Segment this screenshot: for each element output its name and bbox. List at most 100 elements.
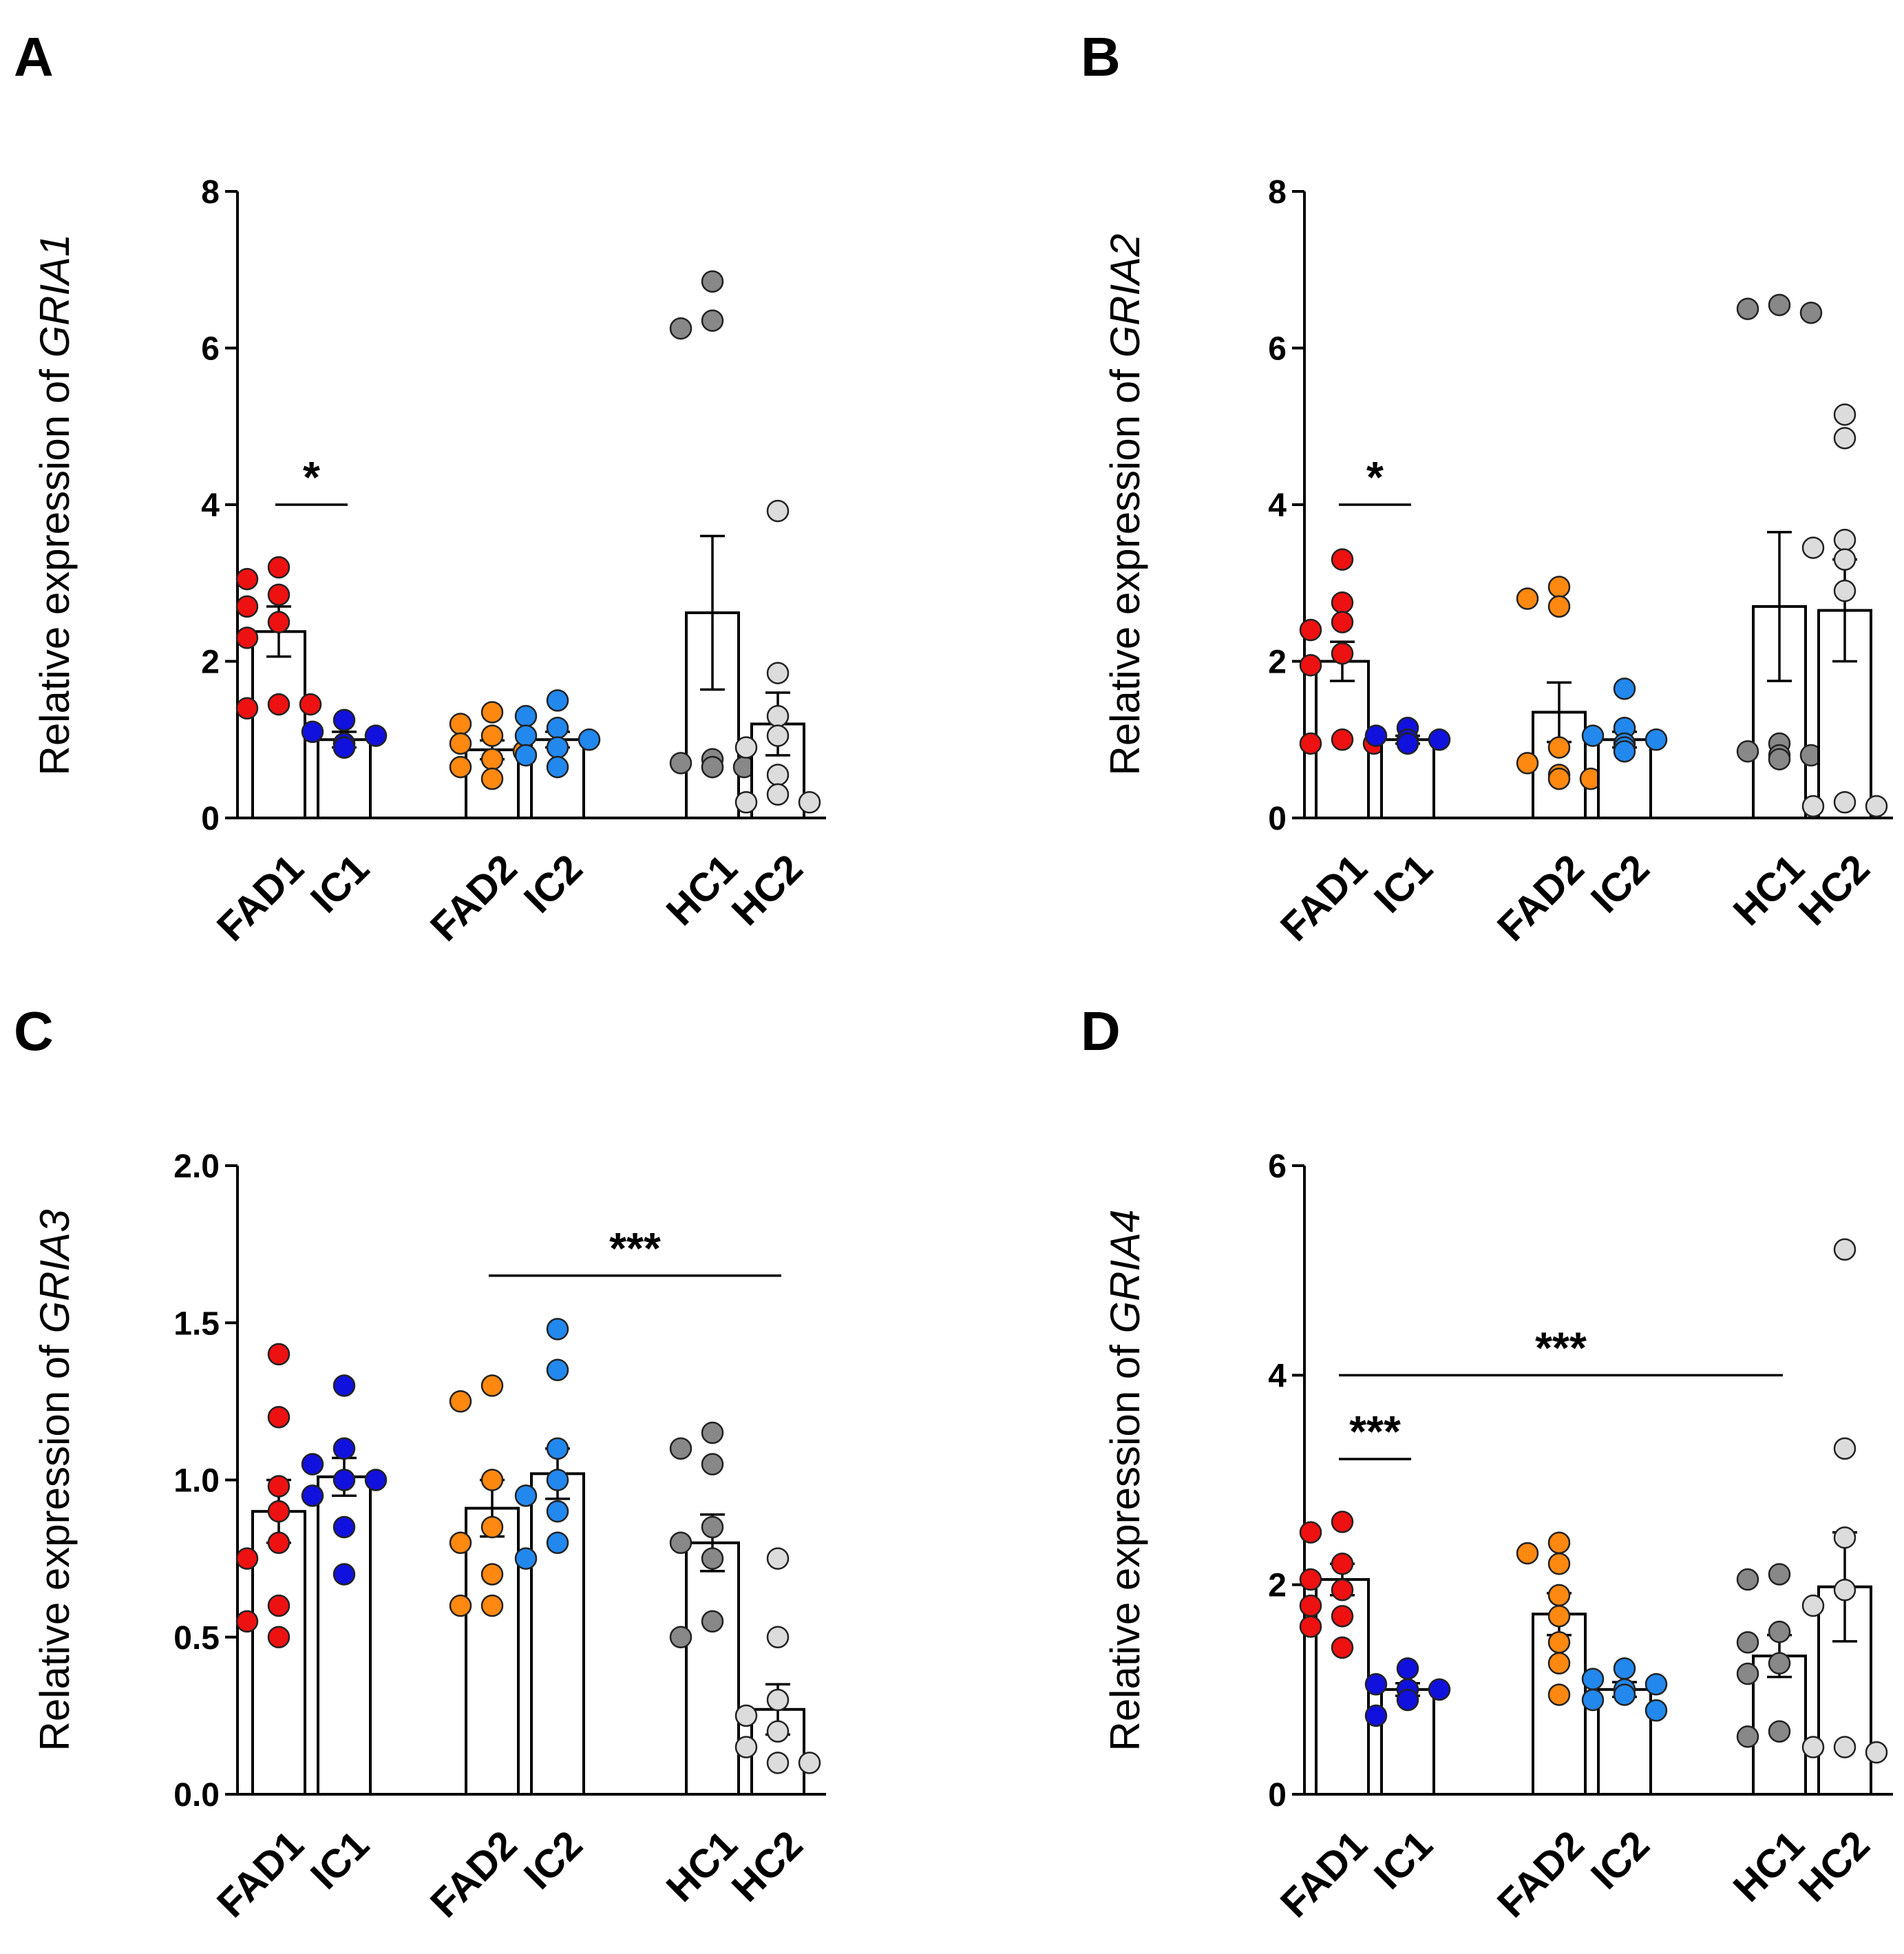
data-point-hc2 (766, 1547, 790, 1570)
data-point-hc1 (701, 755, 724, 779)
data-point-ic2 (546, 1469, 569, 1491)
data-point-ic2 (546, 689, 569, 712)
data-point-fad2 (480, 701, 504, 724)
data-point-ic2 (546, 1500, 569, 1523)
y-tick-label: 6 (1268, 331, 1287, 368)
data-point-ic1 (1396, 1688, 1419, 1712)
significance-label: *** (1349, 1407, 1401, 1456)
data-point-hc2 (798, 1752, 821, 1774)
data-point-fad1 (1331, 728, 1354, 751)
data-point-fad2 (449, 1594, 472, 1617)
data-point-hc1 (1736, 1725, 1759, 1748)
data-point-hc2 (766, 499, 790, 523)
data-point-hc2 (734, 1704, 758, 1727)
data-point-fad1 (267, 1475, 290, 1498)
data-point-fad1 (1299, 1521, 1322, 1544)
data-point-hc1 (1736, 740, 1759, 763)
data-point-hc2 (766, 764, 790, 786)
data-point-hc2 (1833, 1579, 1857, 1601)
y-tick-label: 1.5 (173, 1305, 220, 1342)
data-point-fad2 (1516, 587, 1539, 610)
data-point-ic2 (1644, 1672, 1668, 1696)
data-point-fad1 (1331, 1511, 1354, 1533)
data-point-ic2 (546, 736, 569, 759)
y-tick-label: 4 (201, 487, 220, 524)
data-point-hc2 (766, 704, 790, 728)
y-tick-label: 6 (201, 331, 220, 368)
data-point-hc2 (766, 783, 790, 806)
panel-letter: A (14, 26, 54, 87)
data-point-fad1 (299, 693, 322, 716)
data-point-ic2 (1644, 1699, 1668, 1722)
y-tick-label: 0.5 (173, 1620, 220, 1657)
data-point-hc2 (1833, 528, 1857, 551)
data-point-hc2 (734, 791, 758, 814)
data-point-fad2 (1547, 1552, 1571, 1575)
data-point-ic1 (1396, 1657, 1419, 1680)
y-axis-title-prefix: Relative expression of (32, 1334, 78, 1752)
data-point-fad2 (1547, 595, 1571, 618)
data-point-hc2 (766, 662, 790, 684)
data-point-fad2 (1516, 1542, 1539, 1565)
data-point-ic1 (1428, 728, 1451, 751)
data-point-hc2 (766, 1688, 790, 1712)
data-point-ic1 (1364, 1672, 1388, 1696)
data-point-hc1 (669, 1626, 692, 1648)
y-tick-label: 4 (1268, 1358, 1287, 1394)
data-point-fad2 (1547, 736, 1571, 759)
data-point-hc2 (1833, 427, 1857, 450)
data-point-hc1 (669, 752, 692, 775)
data-point-ic2 (546, 1358, 569, 1381)
data-point-ic2 (546, 1531, 569, 1555)
data-point-fad2 (480, 1563, 504, 1586)
y-tick-label: 0 (201, 801, 220, 837)
data-point-hc1 (669, 1437, 692, 1460)
data-point-fad1 (1299, 618, 1322, 642)
data-point-hc2 (1833, 548, 1857, 571)
data-point-hc1 (701, 309, 724, 332)
data-point-ic2 (578, 728, 601, 751)
data-point-hc2 (1833, 1736, 1857, 1758)
data-point-ic2 (1613, 740, 1636, 763)
y-tick-label: 1.0 (173, 1463, 220, 1500)
data-point-hc2 (1801, 536, 1825, 559)
bar-hc2 (1817, 609, 1872, 819)
significance-label: * (303, 452, 320, 502)
data-point-hc1 (1736, 1631, 1759, 1654)
data-point-fad1 (1331, 591, 1354, 614)
data-point-hc1 (1768, 1620, 1791, 1643)
data-point-fad2 (449, 732, 472, 755)
data-point-ic2 (546, 716, 569, 739)
data-point-fad1 (1331, 548, 1354, 571)
data-point-fad2 (480, 1515, 504, 1539)
data-point-hc2 (1833, 579, 1857, 602)
data-point-fad2 (480, 748, 504, 770)
data-point-ic2 (546, 1437, 569, 1460)
data-point-ic1 (332, 1374, 356, 1397)
data-point-ic1 (1364, 724, 1388, 747)
data-point-hc2 (1801, 1594, 1825, 1617)
data-point-ic2 (514, 1484, 538, 1507)
y-axis-title-prefix: Relative expression of (1102, 358, 1148, 776)
y-axis-title-prefix: Relative expression of (1102, 1334, 1148, 1752)
data-point-hc1 (669, 317, 692, 340)
data-point-fad2 (1547, 1652, 1571, 1675)
data-point-fad1 (235, 567, 259, 591)
y-axis-title-gene: GRIA1 (32, 233, 78, 357)
y-axis-title: Relative expression of GRIA2 (1102, 233, 1148, 775)
y-tick-label: 0 (1268, 1777, 1287, 1814)
y-axis-title-prefix: Relative expression of (32, 358, 78, 776)
y-tick-label: 0.0 (173, 1777, 220, 1814)
data-point-hc2 (1801, 1736, 1825, 1758)
data-point-ic2 (1581, 1668, 1605, 1690)
data-point-ic2 (514, 704, 538, 728)
data-point-ic1 (1428, 1678, 1451, 1701)
data-point-ic1 (332, 736, 356, 759)
data-point-hc1 (1736, 297, 1759, 320)
data-point-fad2 (1547, 767, 1571, 790)
data-point-fad1 (235, 697, 259, 719)
data-point-hc1 (1768, 1563, 1791, 1586)
data-point-fad1 (267, 693, 290, 716)
data-point-ic1 (364, 724, 388, 747)
